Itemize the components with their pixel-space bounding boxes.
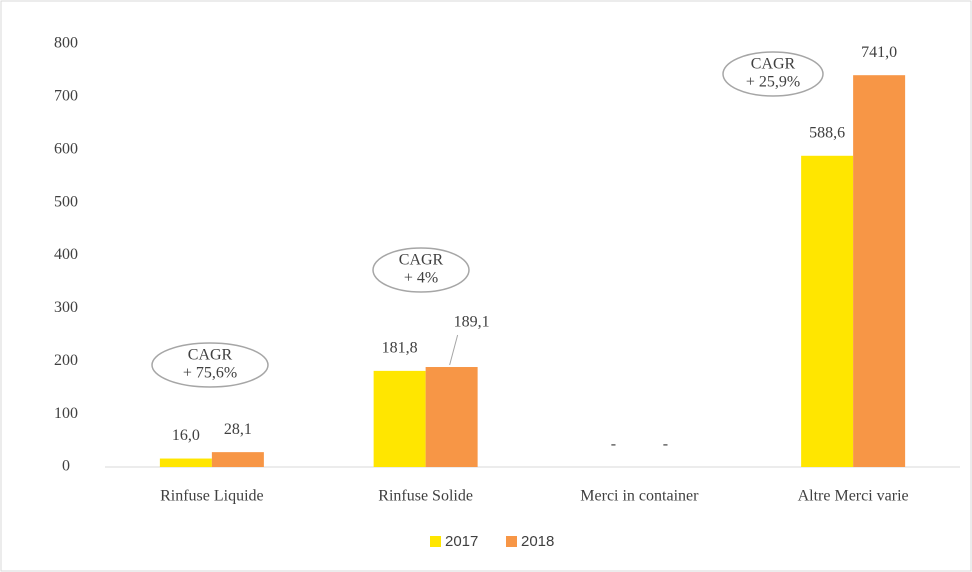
value-label: 181,8 — [382, 340, 418, 357]
leader-line — [449, 334, 459, 366]
y-tick-label: 0 — [62, 458, 70, 475]
bar — [425, 367, 478, 467]
annotation-text: CAGR — [188, 347, 233, 364]
bar — [211, 452, 264, 467]
x-tick-label: Merci in container — [580, 488, 699, 505]
annotation-text: + 25,9% — [746, 74, 800, 91]
annotation-text: CAGR — [399, 252, 444, 269]
bar — [801, 155, 854, 467]
y-tick-label: 500 — [54, 193, 78, 210]
y-tick-label: 600 — [54, 140, 78, 157]
legend-label: 2017 — [445, 533, 478, 550]
annotation-text: + 4% — [404, 270, 438, 287]
value-label: 588,6 — [809, 124, 845, 141]
value-label: 741,0 — [861, 44, 897, 61]
annotation-oval — [372, 247, 470, 293]
x-tick-label: Rinfuse Liquide — [160, 488, 264, 505]
y-tick-label: 200 — [54, 352, 78, 369]
annotation-oval — [722, 51, 824, 97]
y-tick-label: 100 — [54, 405, 78, 422]
legend-label: 2018 — [521, 533, 554, 550]
x-tick-label: Altre Merci varie — [798, 488, 909, 505]
bar — [373, 370, 426, 467]
value-label: 28,1 — [224, 421, 252, 438]
y-tick-label: 400 — [54, 246, 78, 263]
y-tick-label: 800 — [54, 35, 78, 52]
value-label: 16,0 — [172, 427, 200, 444]
value-label: - — [663, 436, 668, 453]
annotation-oval — [151, 342, 269, 388]
x-tick-label: Rinfuse Solide — [378, 488, 473, 505]
value-label: 189,1 — [454, 314, 490, 331]
y-tick-label: 700 — [54, 88, 78, 105]
annotation-text: CAGR — [751, 56, 796, 73]
y-tick-label: 300 — [54, 299, 78, 316]
value-label: - — [611, 436, 616, 453]
legend-swatch — [430, 536, 441, 547]
annotation-text: + 75,6% — [183, 365, 237, 382]
bar — [159, 458, 212, 467]
bar — [853, 75, 906, 467]
legend-swatch — [506, 536, 517, 547]
